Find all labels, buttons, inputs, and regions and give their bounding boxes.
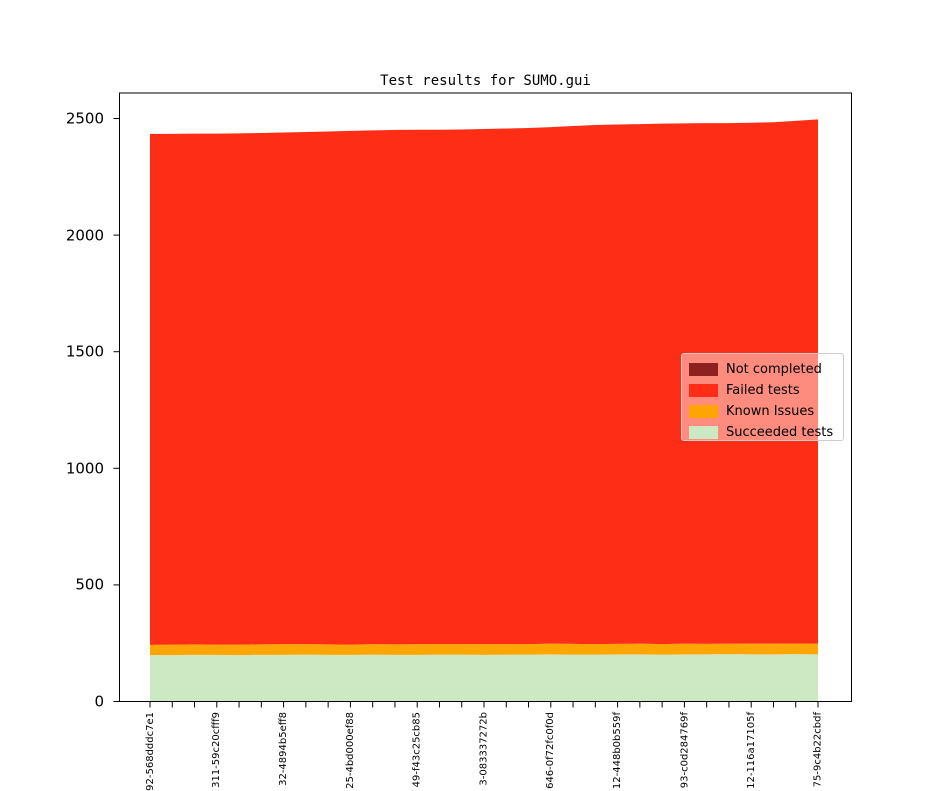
y-tick-label: 1000 bbox=[65, 459, 104, 478]
legend-swatch-icon bbox=[689, 405, 718, 418]
x-tick-label: 92-568dddc7e1 bbox=[144, 712, 156, 791]
y-tick-label: 2000 bbox=[65, 226, 104, 245]
legend-item-list: Not completed Failed tests Known Issues Suc… bbox=[689, 359, 843, 443]
legend-swatch-icon bbox=[689, 384, 718, 397]
legend-item: Not completed bbox=[689, 359, 843, 380]
x-tick-label: 32-4894b5eff8 bbox=[278, 712, 290, 786]
area-succeeded-tests bbox=[150, 654, 818, 702]
y-tick-label: 0 bbox=[94, 692, 104, 711]
legend-label: Failed tests bbox=[726, 383, 800, 398]
legend-label: Known Issues bbox=[726, 404, 815, 419]
x-tick-label: 12-116a17105f bbox=[745, 712, 757, 789]
x-tick-label: 3-083337272b bbox=[478, 712, 490, 786]
x-tick-label: 75-9c4b22cbdf bbox=[812, 712, 824, 788]
x-tick-label: 12-448b0b559f bbox=[612, 712, 624, 790]
axes-frame bbox=[119, 92, 852, 702]
x-tick-label: 25-4bd000ef88 bbox=[344, 712, 356, 789]
legend-item: Failed tests bbox=[689, 380, 843, 401]
legend-swatch-icon bbox=[689, 426, 718, 439]
x-tick-label: 49-f43c25cb85 bbox=[411, 712, 423, 788]
x-tick-label: 93-c0d284769f bbox=[678, 712, 690, 789]
area-known-issues bbox=[150, 643, 818, 656]
legend: Not completed Failed tests Known Issues Suc… bbox=[681, 353, 844, 441]
y-tick-label: 1500 bbox=[65, 342, 104, 361]
y-tick-label: 2500 bbox=[65, 109, 104, 128]
y-tick-label: 500 bbox=[75, 575, 104, 594]
x-tick-label: 646-0f72fc0f0d bbox=[545, 712, 557, 789]
legend-item: Succeeded tests bbox=[689, 422, 843, 443]
legend-label: Not completed bbox=[726, 362, 822, 377]
x-tick-label: 311-59c20cfff9 bbox=[211, 712, 223, 788]
legend-swatch-icon bbox=[689, 363, 718, 376]
chart-title: Test results for SUMO.gui bbox=[380, 73, 591, 89]
legend-label: Succeeded tests bbox=[726, 425, 834, 440]
legend-item: Known Issues bbox=[689, 401, 843, 422]
area-failed-tests bbox=[150, 119, 818, 645]
